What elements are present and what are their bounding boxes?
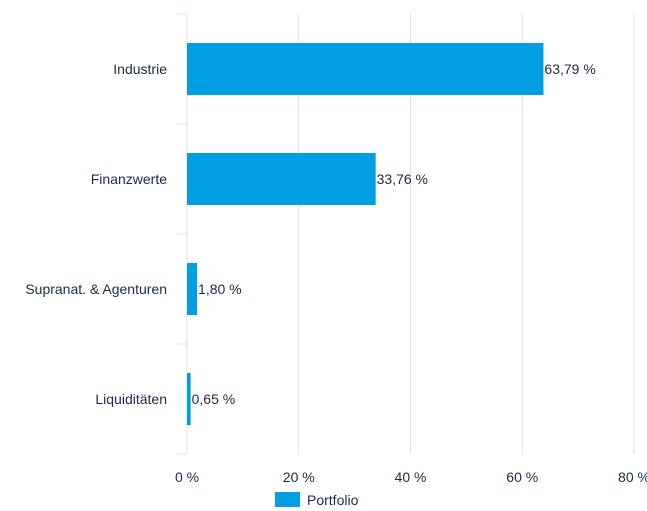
category-label-0: Industrie — [113, 61, 167, 77]
x-tick-label-4: 80 % — [618, 469, 647, 485]
data-label-3: 0,65 % — [192, 391, 236, 407]
bar-2 — [187, 263, 198, 315]
category-label-1: Finanzwerte — [91, 171, 167, 187]
data-label-0: 63,79 % — [544, 61, 595, 77]
x-tick-label-2: 40 % — [395, 469, 427, 485]
category-label-2: Supranat. & Agenturen — [25, 281, 167, 297]
x-tick-label-3: 60 % — [506, 469, 538, 485]
bar-3 — [187, 373, 191, 425]
legend-label: Portfolio — [307, 492, 359, 508]
bar-1 — [187, 153, 376, 205]
data-label-1: 33,76 % — [377, 171, 428, 187]
x-tick-label-0: 0 % — [175, 469, 199, 485]
legend-swatch — [275, 492, 300, 507]
bar-0 — [187, 43, 544, 95]
category-label-3: Liquiditäten — [95, 391, 167, 407]
x-tick-label-1: 20 % — [283, 469, 315, 485]
data-label-2: 1,80 % — [198, 281, 242, 297]
